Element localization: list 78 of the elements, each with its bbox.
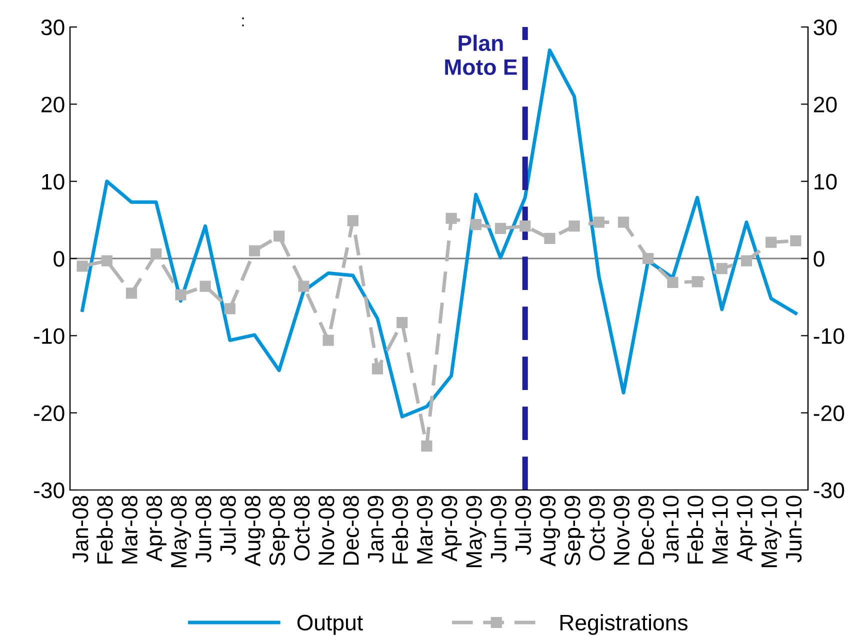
point (175, 289, 186, 300)
y-tick-label: 0 (54, 251, 64, 267)
x-tick-label: Jun-08 (196, 496, 212, 562)
x-tick-label: Apr-10 (736, 496, 757, 562)
point (618, 216, 630, 228)
x-tick-label: Aug-08 (244, 496, 265, 566)
point (248, 245, 260, 256)
point (274, 230, 285, 242)
point (766, 236, 777, 248)
point (446, 212, 457, 224)
point (716, 262, 728, 274)
text: : (242, 18, 244, 26)
x-tick-label: Aug-09 (540, 496, 560, 566)
point (667, 276, 678, 288)
point (396, 316, 408, 328)
point (568, 220, 580, 232)
point (421, 440, 432, 452)
point (322, 334, 334, 346)
point (200, 280, 211, 292)
legend-label: Registrations (560, 614, 688, 635)
x-tick-label: Feb-09 (392, 496, 408, 564)
y-tick-label: -10 (34, 328, 64, 344)
point (224, 303, 236, 314)
point (692, 276, 703, 288)
y-tick-label: 20 (42, 96, 64, 112)
y-tick-label: 30 (41, 20, 64, 36)
x-tick-label: Jan-08 (72, 496, 88, 562)
x-tick-label: Sep-08 (269, 496, 290, 566)
point (520, 220, 531, 232)
point (347, 215, 358, 226)
point (642, 252, 654, 264)
point (76, 260, 88, 272)
x-tick-label: May-08 (170, 496, 192, 568)
point (126, 288, 138, 299)
x-tick-label: Apr-09 (442, 496, 462, 562)
x-tick-label: Jul-09 (514, 496, 532, 556)
x-tick-label: Dec-08 (343, 496, 359, 565)
point (150, 248, 162, 260)
y2-tick-label: -10 (814, 328, 844, 344)
x-tick-label: May-10 (761, 496, 782, 568)
point (544, 232, 556, 244)
legend-label: Output (297, 614, 363, 635)
x-tick-label: Feb-08 (96, 496, 113, 564)
point (101, 255, 112, 266)
x-tick-label: Oct-08 (294, 496, 310, 560)
x-tick-label: Oct-09 (589, 496, 605, 560)
point (298, 280, 310, 292)
y2-tick-label: 10 (814, 174, 837, 190)
x-tick-label: Jun-09 (490, 496, 506, 562)
x-tick-label: Mar-09 (416, 496, 433, 564)
y2-tick-label: 20 (814, 96, 837, 112)
x-tick-label: May-09 (466, 496, 486, 568)
ref-line-label: Plan Moto E (445, 34, 517, 75)
point (372, 363, 384, 374)
y2-tick-label: 0 (814, 251, 824, 267)
x-tick-label: Mar-08 (122, 496, 138, 564)
x-tick-label: Dec-09 (638, 496, 654, 565)
y2-tick-label: 30 (814, 20, 837, 36)
x-tick-label: Feb-10 (686, 496, 704, 564)
x-tick-label: Jul-08 (220, 496, 236, 556)
y-tick-label: -30 (34, 482, 64, 498)
x-tick-label: Apr-08 (146, 496, 166, 562)
x-tick-label: Jan-09 (368, 496, 384, 562)
y-tick-label: -20 (34, 405, 64, 422)
x-tick-label: Sep-09 (564, 496, 585, 566)
point (593, 216, 604, 228)
point (790, 235, 802, 246)
point (494, 222, 506, 234)
point (470, 218, 482, 230)
y2-tick-label: -20 (814, 405, 844, 422)
x-tick-label: Jun-10 (786, 496, 802, 562)
y-tick-label: 10 (42, 174, 64, 190)
point (740, 255, 752, 266)
x-tick-label: Jan-10 (662, 496, 679, 562)
x-tick-label: Mar-10 (712, 496, 728, 564)
x-tick-label: Nov-09 (614, 496, 630, 565)
y2-tick-label: -30 (814, 482, 844, 498)
x-tick-label: Nov-08 (318, 496, 334, 565)
